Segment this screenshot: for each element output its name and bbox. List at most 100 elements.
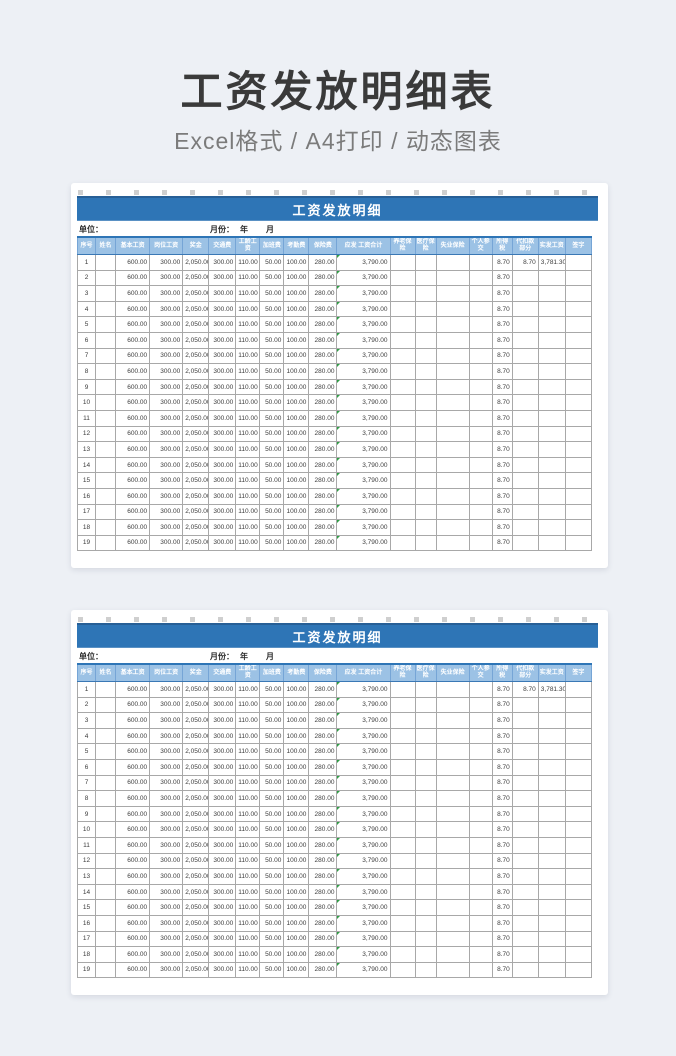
- cell-index: 6: [76, 331, 97, 349]
- cell-index: 17: [76, 503, 97, 521]
- column-header-personal-contrib: 个人参交: [468, 663, 493, 682]
- cell-name: [95, 712, 117, 729]
- column-header-gross-total: 应发 工资合计: [336, 663, 391, 682]
- cell-income-tax: 8.70: [491, 378, 513, 396]
- cell-transport-fee: 300.00: [208, 681, 237, 698]
- cell-seniority-pay: 110.00: [235, 394, 261, 411]
- cell-transport-fee: 300.00: [208, 363, 237, 380]
- cell-personal-contrib: [468, 712, 493, 729]
- cell-income-tax: 8.70: [491, 331, 513, 349]
- cell-net-salary: [537, 774, 566, 792]
- cell-bonus: 2,050.00: [182, 503, 210, 521]
- cell-withholding: [511, 914, 539, 932]
- cell-bonus: 2,050.00: [182, 774, 210, 792]
- cell-gross-total: 3,790.00: [336, 363, 391, 380]
- cell-attendance-fee: 100.00: [283, 347, 310, 365]
- cell-gross-total: 3,790.00: [336, 758, 391, 776]
- cell-index: 15: [76, 472, 97, 489]
- cell-transport-fee: 300.00: [208, 285, 237, 302]
- cell-pension-insurance: [389, 503, 416, 521]
- cell-name: [95, 883, 117, 901]
- cell-overtime-fee: 50.00: [259, 774, 285, 792]
- cell-attendance-fee: 100.00: [283, 472, 310, 489]
- cell-attendance-fee: 100.00: [283, 774, 310, 792]
- cell-base-salary: 600.00: [115, 821, 151, 838]
- column-header-pension-insurance: 养老保险: [389, 663, 416, 682]
- cell-transport-fee: 300.00: [208, 758, 237, 776]
- column-header-medical-insurance: 医疗保险: [414, 663, 437, 682]
- cell-insurance-fee: 280.00: [308, 378, 338, 396]
- cell-base-salary: 600.00: [115, 681, 151, 698]
- cell-gross-total: 3,790.00: [336, 681, 391, 698]
- cell-bonus: 2,050.00: [182, 899, 210, 916]
- cell-attendance-fee: 100.00: [283, 852, 310, 870]
- cell-personal-contrib: [468, 774, 493, 792]
- cell-medical-insurance: [414, 946, 437, 963]
- cell-attendance-fee: 100.00: [283, 883, 310, 901]
- cell-insurance-fee: 280.00: [308, 681, 338, 698]
- cell-transport-fee: 300.00: [208, 316, 237, 333]
- cell-seniority-pay: 110.00: [235, 758, 261, 776]
- cell-seniority-pay: 110.00: [235, 805, 261, 823]
- cell-pension-insurance: [389, 409, 416, 427]
- cell-medical-insurance: [414, 487, 437, 505]
- cell-pension-insurance: [389, 868, 416, 885]
- cell-withholding: [511, 300, 539, 318]
- cell-net-salary: [537, 836, 566, 854]
- cell-net-salary: 3,781.30: [537, 254, 566, 271]
- cell-pension-insurance: [389, 821, 416, 838]
- page-subtitle: Excel格式 / A4打印 / 动态图表: [174, 128, 502, 154]
- cell-personal-contrib: [468, 727, 493, 745]
- cell-gross-total: 3,790.00: [336, 868, 391, 885]
- cell-post-salary: 300.00: [149, 805, 184, 823]
- cell-attendance-fee: 100.00: [283, 681, 310, 698]
- cell-unemployment-insurance: [435, 712, 470, 729]
- cell-name: [95, 961, 117, 979]
- cell-personal-contrib: [468, 805, 493, 823]
- column-header-transport-fee: 交通费: [208, 236, 237, 255]
- cell-post-salary: 300.00: [149, 836, 184, 854]
- cell-withholding: [511, 456, 539, 474]
- cell-insurance-fee: 280.00: [308, 487, 338, 505]
- cell-transport-fee: 300.00: [208, 269, 237, 287]
- cell-post-salary: 300.00: [149, 712, 184, 729]
- cell-post-salary: 300.00: [149, 534, 184, 552]
- cell-base-salary: 600.00: [115, 946, 151, 963]
- period-value: 年 月: [240, 225, 279, 234]
- cell-post-salary: 300.00: [149, 331, 184, 349]
- cell-index: 14: [76, 456, 97, 474]
- cell-index: 7: [76, 347, 97, 365]
- cell-post-salary: 300.00: [149, 269, 184, 287]
- cell-index: 2: [76, 269, 97, 287]
- cell-seniority-pay: 110.00: [235, 409, 261, 427]
- cell-gross-total: 3,790.00: [336, 519, 391, 536]
- cell-index: 14: [76, 883, 97, 901]
- cell-unemployment-insurance: [435, 472, 470, 489]
- cell-post-salary: 300.00: [149, 961, 184, 979]
- cell-personal-contrib: [468, 378, 493, 396]
- cell-bonus: 2,050.00: [182, 456, 210, 474]
- cell-signature: [564, 805, 593, 823]
- cell-pension-insurance: [389, 300, 416, 318]
- table-row: 18 600.00 300.00 2,050.00 300.00 110.00 50.00 1…: [76, 946, 593, 963]
- cell-withholding: [511, 331, 539, 349]
- cell-unemployment-insurance: [435, 774, 470, 792]
- cell-medical-insurance: [414, 961, 437, 979]
- cell-net-salary: [537, 805, 566, 823]
- cell-withholding: [511, 519, 539, 536]
- cell-seniority-pay: 110.00: [235, 790, 261, 807]
- cell-personal-contrib: [468, 534, 493, 552]
- cell-seniority-pay: 110.00: [235, 503, 261, 521]
- cell-withholding: [511, 930, 539, 948]
- cell-withholding: [511, 868, 539, 885]
- column-header-unemployment-insurance: 失业保险: [435, 663, 470, 682]
- cell-income-tax: 8.70: [491, 300, 513, 318]
- cell-index: 17: [76, 930, 97, 948]
- cell-medical-insurance: [414, 456, 437, 474]
- cell-attendance-fee: 100.00: [283, 331, 310, 349]
- cell-withholding: [511, 487, 539, 505]
- column-header-base-salary: 基本工资: [115, 663, 151, 682]
- cell-income-tax: 8.70: [491, 696, 513, 714]
- cell-base-salary: 600.00: [115, 914, 151, 932]
- column-header-name: 姓名: [95, 236, 117, 255]
